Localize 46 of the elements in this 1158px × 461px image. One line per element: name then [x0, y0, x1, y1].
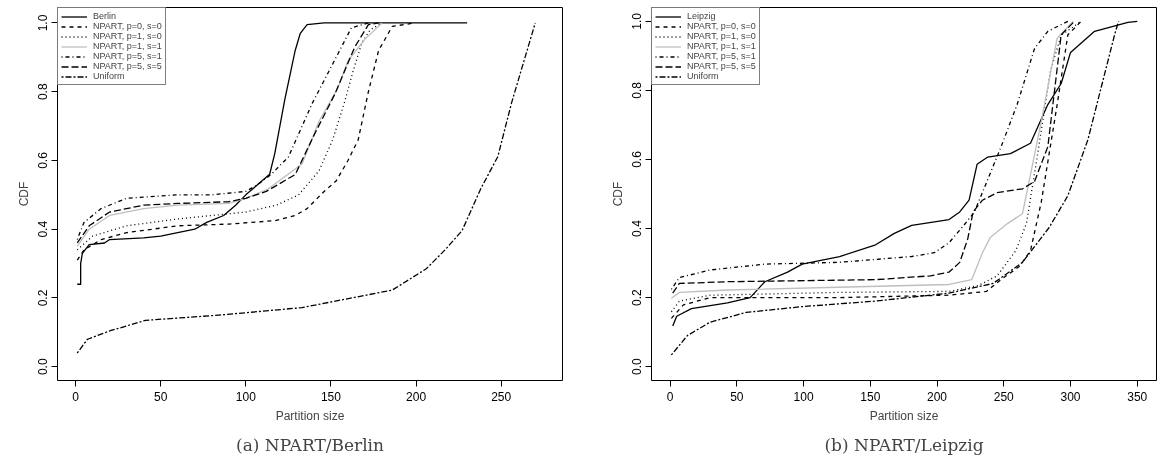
x-axis-title: Partition size — [869, 408, 939, 423]
y-tick-label: 0.4 — [630, 219, 645, 237]
legend-label: NPART, p=5, s=5 — [687, 61, 756, 71]
y-tick-label: 0.2 — [36, 289, 51, 307]
x-tick-label: 350 — [1127, 389, 1148, 404]
x-axis-title: Partition size — [275, 408, 345, 423]
x-tick-label: 250 — [491, 389, 512, 404]
x-tick-label: 150 — [860, 389, 881, 404]
legend-label: NPART, p=1, s=0 — [93, 31, 162, 41]
x-tick-label: 50 — [154, 389, 168, 404]
y-tick-label: 0.6 — [630, 150, 645, 168]
legend-label: NPART, p=1, s=1 — [687, 41, 756, 51]
legend-label: NPART, p=5, s=1 — [93, 51, 162, 61]
y-tick-label: 1.0 — [36, 14, 51, 32]
y-axis-title: CDF — [16, 181, 31, 207]
x-tick-label: 50 — [730, 389, 744, 404]
y-tick-label: 0.8 — [630, 81, 645, 99]
legend-label: NPART, p=0, s=0 — [93, 21, 162, 31]
legend-label: NPART, p=5, s=1 — [687, 51, 756, 61]
y-tick-label: 0.4 — [36, 220, 51, 238]
legend-label: Uniform — [687, 71, 719, 81]
y-tick-label: 0.0 — [630, 358, 645, 376]
x-tick-label: 100 — [793, 389, 814, 404]
x-tick-label: 100 — [235, 389, 257, 404]
legend-label: Berlin — [93, 11, 117, 21]
y-tick-label: 0.8 — [36, 83, 51, 101]
legend-label: NPART, p=1, s=1 — [93, 41, 162, 51]
y-tick-label: 0.2 — [630, 288, 645, 306]
text: (a) NPART/Berlin — [236, 434, 384, 455]
x-tick-label: 200 — [406, 389, 427, 404]
text: (b) NPART/Leipzig — [824, 434, 984, 455]
x-tick-label: 300 — [1060, 389, 1081, 404]
x-tick-label: 0 — [72, 389, 80, 404]
x-tick-label: 250 — [993, 389, 1015, 404]
legend-label: NPART, p=1, s=0 — [687, 31, 756, 41]
legend-label: NPART, p=5, s=5 — [93, 61, 162, 71]
legend-label: Leipzig — [687, 11, 716, 21]
x-tick-label: 0 — [666, 389, 674, 404]
legend-label: Uniform — [93, 71, 125, 81]
x-tick-label: 200 — [927, 389, 948, 404]
y-tick-label: 0.0 — [36, 358, 51, 376]
x-tick-label: 150 — [320, 389, 342, 404]
legend-label: NPART, p=0, s=0 — [687, 21, 756, 31]
y-axis-title: CDF — [610, 181, 625, 207]
y-tick-label: 0.6 — [36, 151, 51, 169]
y-tick-label: 1.0 — [630, 12, 645, 30]
